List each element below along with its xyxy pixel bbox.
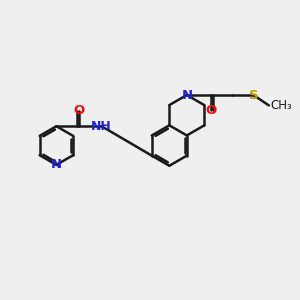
Text: O: O <box>205 104 216 117</box>
Text: S: S <box>249 88 258 101</box>
Text: O: O <box>74 104 85 117</box>
Text: CH₃: CH₃ <box>270 99 292 112</box>
Text: N: N <box>181 88 192 101</box>
Text: N: N <box>51 158 62 171</box>
Text: NH: NH <box>91 120 112 133</box>
